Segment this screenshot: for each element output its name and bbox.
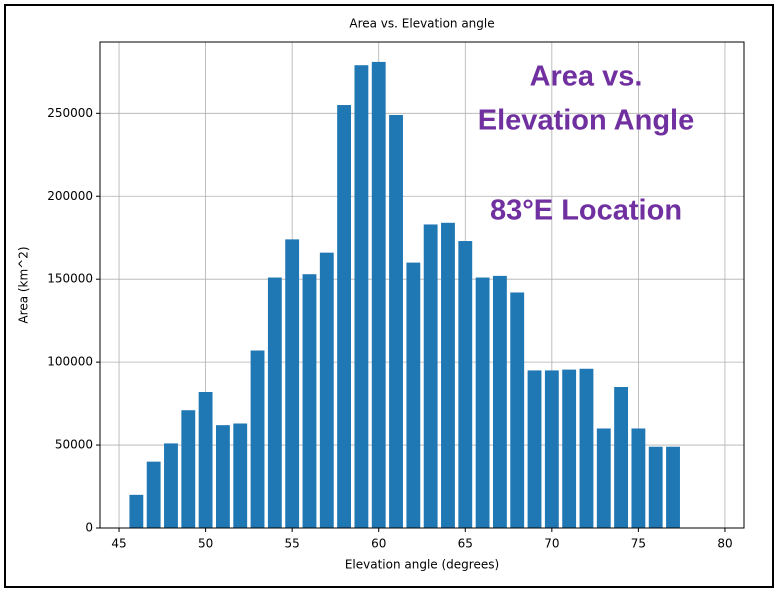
y-tick-label: 200000 bbox=[47, 189, 93, 203]
x-tick-label: 80 bbox=[717, 537, 732, 551]
bar bbox=[631, 428, 646, 528]
bar bbox=[579, 368, 594, 528]
x-tick-label: 50 bbox=[198, 537, 213, 551]
bar bbox=[198, 391, 213, 528]
bar bbox=[510, 292, 525, 528]
bar bbox=[129, 494, 144, 528]
bar bbox=[302, 274, 317, 528]
bar bbox=[181, 410, 196, 528]
annotation: Elevation Angle bbox=[478, 105, 694, 137]
plot-frame bbox=[99, 41, 745, 529]
x-tick-label: 60 bbox=[371, 537, 386, 551]
annotation: Area vs. bbox=[530, 61, 643, 93]
bar bbox=[371, 61, 386, 528]
bar bbox=[285, 239, 300, 528]
bar bbox=[441, 222, 455, 528]
y-tick-label: 50000 bbox=[55, 438, 93, 452]
y-tick-label: 150000 bbox=[47, 272, 93, 286]
x-tick-label: 65 bbox=[458, 537, 473, 551]
bar bbox=[354, 65, 369, 529]
bar bbox=[423, 224, 438, 528]
annotation: 83°E Location bbox=[490, 195, 682, 227]
bar bbox=[319, 252, 334, 529]
bar bbox=[458, 241, 473, 528]
y-axis-label: Area (km^2) bbox=[17, 246, 31, 323]
bar bbox=[389, 114, 403, 528]
bar bbox=[562, 369, 577, 528]
bar bbox=[250, 350, 265, 528]
bar bbox=[596, 428, 611, 528]
bar bbox=[475, 277, 490, 528]
bar bbox=[164, 443, 178, 528]
chart-title: Area vs. Elevation angle bbox=[349, 17, 494, 31]
bar bbox=[233, 423, 248, 528]
x-tick-label: 55 bbox=[285, 537, 300, 551]
bar bbox=[648, 446, 663, 528]
bar bbox=[406, 262, 421, 528]
y-tick-label: 250000 bbox=[47, 106, 93, 120]
bar bbox=[544, 370, 559, 528]
bar bbox=[492, 275, 507, 528]
x-tick-label: 75 bbox=[631, 537, 646, 551]
bar bbox=[527, 370, 542, 528]
bar bbox=[146, 461, 161, 528]
bar bbox=[666, 446, 680, 528]
bar bbox=[614, 387, 629, 528]
x-tick-label: 45 bbox=[111, 537, 126, 551]
y-tick-label: 0 bbox=[85, 521, 93, 535]
bar bbox=[267, 277, 282, 528]
x-axis-label: Elevation angle (degrees) bbox=[345, 558, 499, 572]
bar bbox=[337, 105, 352, 529]
bar bbox=[215, 425, 230, 528]
x-tick-label: 70 bbox=[544, 537, 559, 551]
y-tick-label: 100000 bbox=[47, 355, 93, 369]
